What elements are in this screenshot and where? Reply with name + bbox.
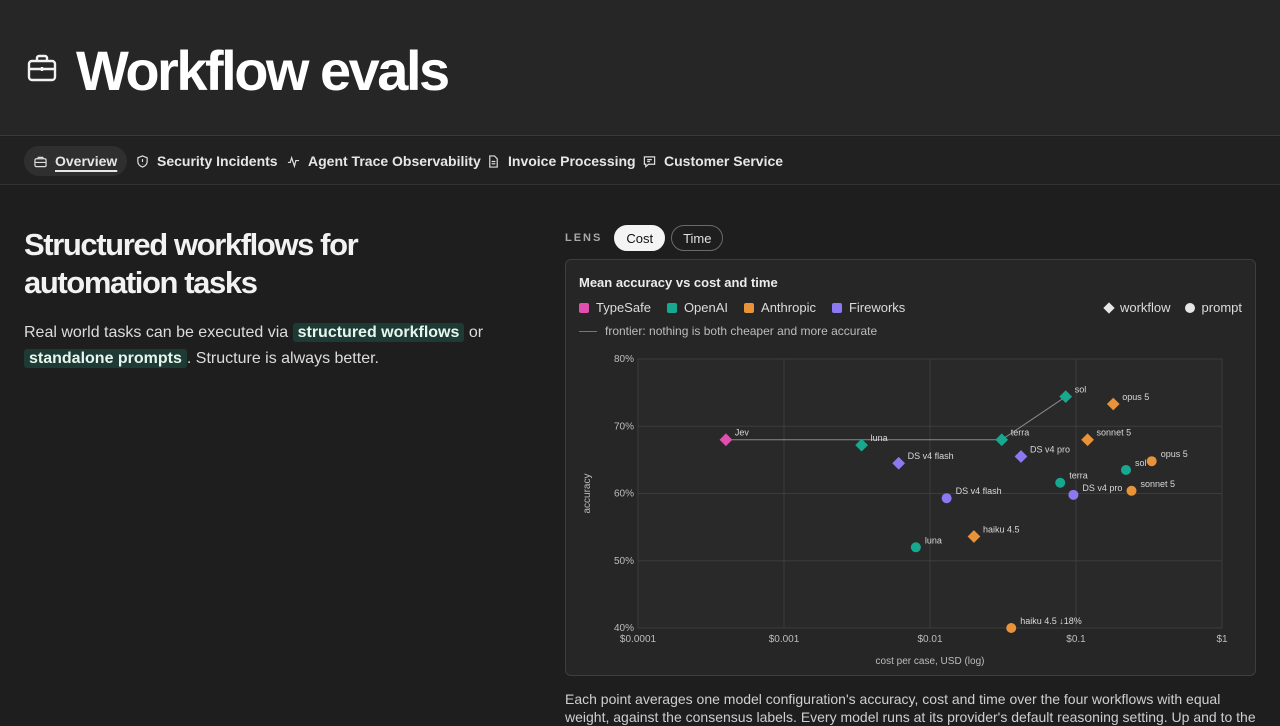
chat-icon bbox=[643, 155, 656, 168]
legend-item-openai: OpenAI bbox=[666, 300, 729, 315]
shield-icon bbox=[137, 154, 148, 168]
y-tick-label: 40% bbox=[614, 623, 634, 634]
legend-item-workflow: workflow bbox=[1103, 300, 1171, 315]
tab-security-incidents[interactable]: Security Incidents bbox=[126, 146, 288, 176]
frontier-legend: frontier: nothing is both cheaper and mo… bbox=[579, 324, 877, 338]
scatter-chart: $0.0001 $0.001 $0.01 $0.1 $1 40% 50% 60% 70% 80% c… bbox=[582, 354, 1228, 667]
point-label: sol bbox=[1135, 458, 1147, 468]
highlight-standalone-prompts: standalone prompts bbox=[24, 349, 187, 368]
chart-title: Mean accuracy vs cost and time bbox=[579, 275, 778, 290]
legend-label: OpenAI bbox=[683, 300, 729, 315]
lens-time-button[interactable]: Time bbox=[671, 225, 724, 251]
page-title: Workflow evals bbox=[76, 39, 450, 102]
tab-label: Security Incidents bbox=[157, 153, 278, 169]
x-tick-label: $0.01 bbox=[917, 634, 942, 645]
shape-legend: workflow prompt bbox=[1103, 300, 1242, 315]
intro-text: Real world tasks can be executed via str… bbox=[24, 320, 524, 372]
legend-label: Anthropic bbox=[761, 300, 816, 315]
y-tick-label: 80% bbox=[614, 354, 634, 365]
legend-item-fireworks: Fireworks bbox=[831, 300, 906, 315]
legend-swatch bbox=[579, 302, 589, 313]
point-label: DS v4 flash bbox=[956, 486, 1002, 496]
y-tick-label: 70% bbox=[614, 421, 634, 432]
point-label: DS v4 flash bbox=[908, 451, 954, 461]
intro-text-start: Real world tasks can be executed via bbox=[24, 324, 289, 341]
y-axis-label: accuracy bbox=[582, 473, 593, 513]
legend-item-typesafe: TypeSafe bbox=[579, 300, 651, 315]
prompt-point bbox=[1068, 489, 1079, 500]
point-label: terra bbox=[1011, 428, 1030, 438]
point-label: sol bbox=[1075, 385, 1087, 395]
document-icon bbox=[489, 154, 498, 168]
legend-item-anthropic: Anthropic bbox=[744, 300, 816, 315]
legend-label: Fireworks bbox=[848, 300, 906, 315]
x-tick-label: $0.0001 bbox=[620, 634, 657, 645]
page-header: Workflow evals bbox=[0, 0, 1280, 136]
point-label: sonnet 5 bbox=[1097, 428, 1132, 438]
prompt-point bbox=[910, 542, 921, 553]
point-label: Jev bbox=[735, 428, 750, 438]
point-label: luna bbox=[871, 433, 888, 443]
diamond-icon bbox=[1103, 301, 1115, 314]
intro-section: Structured workflows for automation tasks… bbox=[24, 226, 524, 372]
intro-heading-line1: Structured workflows for bbox=[24, 227, 359, 262]
chart-caption: Each point averages one model configurat… bbox=[565, 691, 1256, 725]
tab-bar: Overview Security Incidents Agent Trace … bbox=[0, 137, 1280, 185]
legend-label: prompt bbox=[1201, 300, 1242, 315]
lens-label: LENS bbox=[565, 232, 603, 244]
legend-label: TypeSafe bbox=[596, 300, 651, 315]
point-label: terra bbox=[1069, 471, 1088, 481]
x-tick-label: $0.001 bbox=[769, 634, 800, 645]
prompt-point bbox=[1120, 464, 1131, 475]
highlight-structured-workflows: structured workflows bbox=[292, 323, 465, 342]
frontier-note: frontier: nothing is both cheaper and mo… bbox=[605, 324, 878, 338]
tab-label: Agent Trace Observability bbox=[308, 153, 481, 169]
point-label: opus 5 bbox=[1161, 449, 1188, 459]
legend-swatch bbox=[831, 302, 842, 313]
tab-customer-service[interactable]: Customer Service bbox=[633, 146, 793, 176]
point-label: haiku 4.5 ↓18% bbox=[1020, 616, 1082, 626]
tab-agent-trace-observability[interactable]: Agent Trace Observability bbox=[277, 146, 491, 176]
point-label: opus 5 bbox=[1122, 392, 1149, 402]
tab-label: Invoice Processing bbox=[508, 153, 636, 169]
intro-heading-line2: automation tasks bbox=[24, 265, 258, 300]
tab-label: Customer Service bbox=[664, 153, 784, 169]
intro-text-mid: or bbox=[468, 324, 484, 341]
prompt-point bbox=[1126, 485, 1137, 496]
pulse-icon bbox=[287, 155, 300, 168]
point-label: DS v4 pro bbox=[1082, 483, 1122, 493]
legend-swatch bbox=[744, 302, 755, 313]
provider-legend: TypeSafe OpenAI Anthropic Fireworks bbox=[579, 300, 905, 315]
briefcase-icon bbox=[34, 156, 47, 167]
tab-overview[interactable]: Overview bbox=[24, 146, 128, 176]
prompt-point bbox=[941, 493, 952, 504]
frontier-line-icon bbox=[579, 330, 597, 332]
workflow-point bbox=[1081, 433, 1094, 447]
prompt-point bbox=[1006, 623, 1017, 633]
prompt-point bbox=[1146, 456, 1157, 467]
point-label: DS v4 pro bbox=[1030, 445, 1070, 455]
tab-label: Overview bbox=[55, 153, 118, 169]
circle-icon bbox=[1184, 302, 1195, 313]
legend-label: workflow bbox=[1119, 300, 1171, 315]
legend-swatch bbox=[666, 302, 677, 313]
x-tick-label: $0.1 bbox=[1066, 634, 1086, 645]
tab-invoice-processing[interactable]: Invoice Processing bbox=[477, 146, 646, 176]
y-tick-label: 50% bbox=[614, 556, 634, 567]
y-tick-label: 60% bbox=[614, 489, 634, 500]
point-label: luna bbox=[925, 535, 942, 545]
x-axis-label: cost per case, USD (log) bbox=[876, 656, 985, 667]
intro-heading: Structured workflows for automation tasks bbox=[24, 226, 524, 302]
legend-item-prompt: prompt bbox=[1184, 300, 1242, 315]
lens-selector: LENS Cost Time bbox=[565, 225, 724, 251]
prompt-point bbox=[1055, 477, 1066, 488]
x-tick-label: $1 bbox=[1216, 634, 1228, 645]
intro-text-end: . Structure is always better. bbox=[186, 350, 379, 367]
lens-cost-button[interactable]: Cost bbox=[614, 225, 666, 251]
point-label: haiku 4.5 bbox=[983, 525, 1020, 535]
briefcase-icon bbox=[27, 54, 57, 82]
point-label: sonnet 5 bbox=[1141, 479, 1176, 489]
